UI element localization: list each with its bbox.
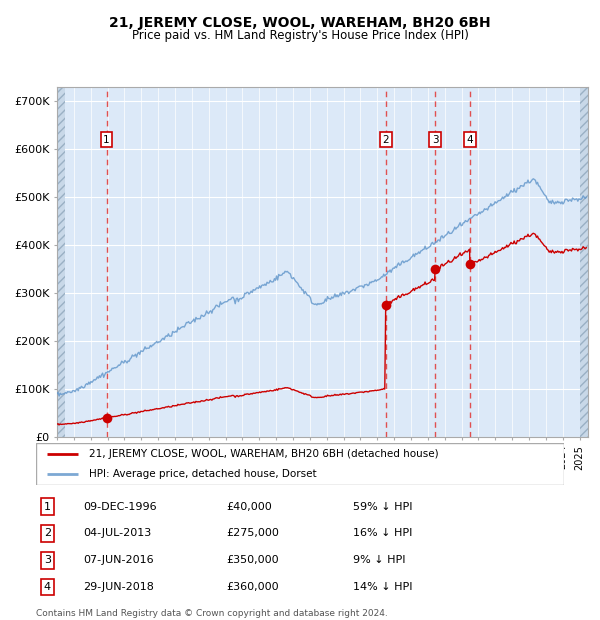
Bar <box>580 87 588 437</box>
Text: 21, JEREMY CLOSE, WOOL, WAREHAM, BH20 6BH: 21, JEREMY CLOSE, WOOL, WAREHAM, BH20 6B… <box>109 16 491 30</box>
Text: 2: 2 <box>382 135 389 144</box>
Text: 4: 4 <box>44 582 51 592</box>
Text: 09-DEC-1996: 09-DEC-1996 <box>83 502 157 512</box>
Text: HPI: Average price, detached house, Dorset: HPI: Average price, detached house, Dors… <box>89 469 316 479</box>
Text: 29-JUN-2018: 29-JUN-2018 <box>83 582 154 592</box>
Text: 07-JUN-2016: 07-JUN-2016 <box>83 555 154 565</box>
Text: Price paid vs. HM Land Registry's House Price Index (HPI): Price paid vs. HM Land Registry's House … <box>131 29 469 42</box>
Text: 3: 3 <box>44 555 51 565</box>
Bar <box>57 87 65 437</box>
Text: 16% ↓ HPI: 16% ↓ HPI <box>353 528 412 538</box>
Text: 3: 3 <box>432 135 439 144</box>
Text: 4: 4 <box>467 135 473 144</box>
Text: 04-JUL-2013: 04-JUL-2013 <box>83 528 152 538</box>
Text: 2: 2 <box>44 528 51 538</box>
Text: 14% ↓ HPI: 14% ↓ HPI <box>353 582 412 592</box>
Text: Contains HM Land Registry data © Crown copyright and database right 2024.
This d: Contains HM Land Registry data © Crown c… <box>36 609 388 620</box>
Text: 9% ↓ HPI: 9% ↓ HPI <box>353 555 406 565</box>
Text: £40,000: £40,000 <box>226 502 272 512</box>
Text: 59% ↓ HPI: 59% ↓ HPI <box>353 502 412 512</box>
Text: 1: 1 <box>103 135 110 144</box>
Text: £350,000: £350,000 <box>226 555 279 565</box>
Text: 21, JEREMY CLOSE, WOOL, WAREHAM, BH20 6BH (detached house): 21, JEREMY CLOSE, WOOL, WAREHAM, BH20 6B… <box>89 450 439 459</box>
Text: £275,000: £275,000 <box>226 528 279 538</box>
Text: 1: 1 <box>44 502 51 512</box>
Text: £360,000: £360,000 <box>226 582 279 592</box>
